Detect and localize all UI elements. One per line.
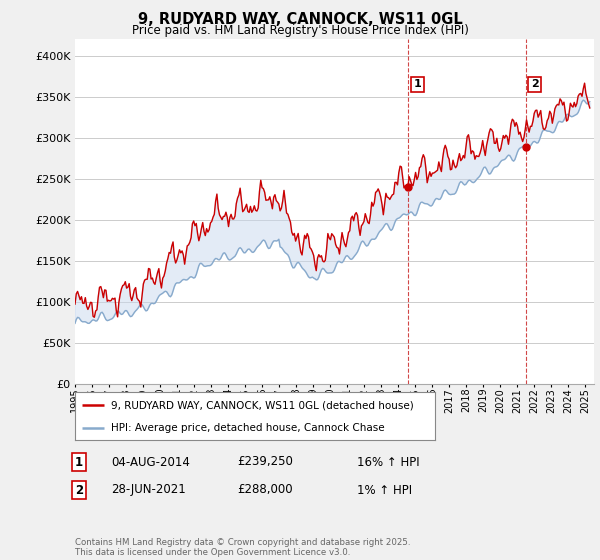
Text: 1: 1: [75, 455, 83, 469]
Text: 16% ↑ HPI: 16% ↑ HPI: [357, 455, 419, 469]
Text: £288,000: £288,000: [237, 483, 293, 497]
Text: 1: 1: [413, 80, 421, 89]
Text: 04-AUG-2014: 04-AUG-2014: [111, 455, 190, 469]
Text: 1% ↑ HPI: 1% ↑ HPI: [357, 483, 412, 497]
Text: 2: 2: [75, 483, 83, 497]
Text: Contains HM Land Registry data © Crown copyright and database right 2025.
This d: Contains HM Land Registry data © Crown c…: [75, 538, 410, 557]
Text: 9, RUDYARD WAY, CANNOCK, WS11 0GL (detached house): 9, RUDYARD WAY, CANNOCK, WS11 0GL (detac…: [111, 400, 414, 410]
Text: HPI: Average price, detached house, Cannock Chase: HPI: Average price, detached house, Cann…: [111, 423, 385, 433]
Text: 2: 2: [531, 80, 539, 89]
Text: 9, RUDYARD WAY, CANNOCK, WS11 0GL: 9, RUDYARD WAY, CANNOCK, WS11 0GL: [137, 12, 463, 27]
Text: 28-JUN-2021: 28-JUN-2021: [111, 483, 186, 497]
Text: £239,250: £239,250: [237, 455, 293, 469]
Text: Price paid vs. HM Land Registry's House Price Index (HPI): Price paid vs. HM Land Registry's House …: [131, 24, 469, 37]
